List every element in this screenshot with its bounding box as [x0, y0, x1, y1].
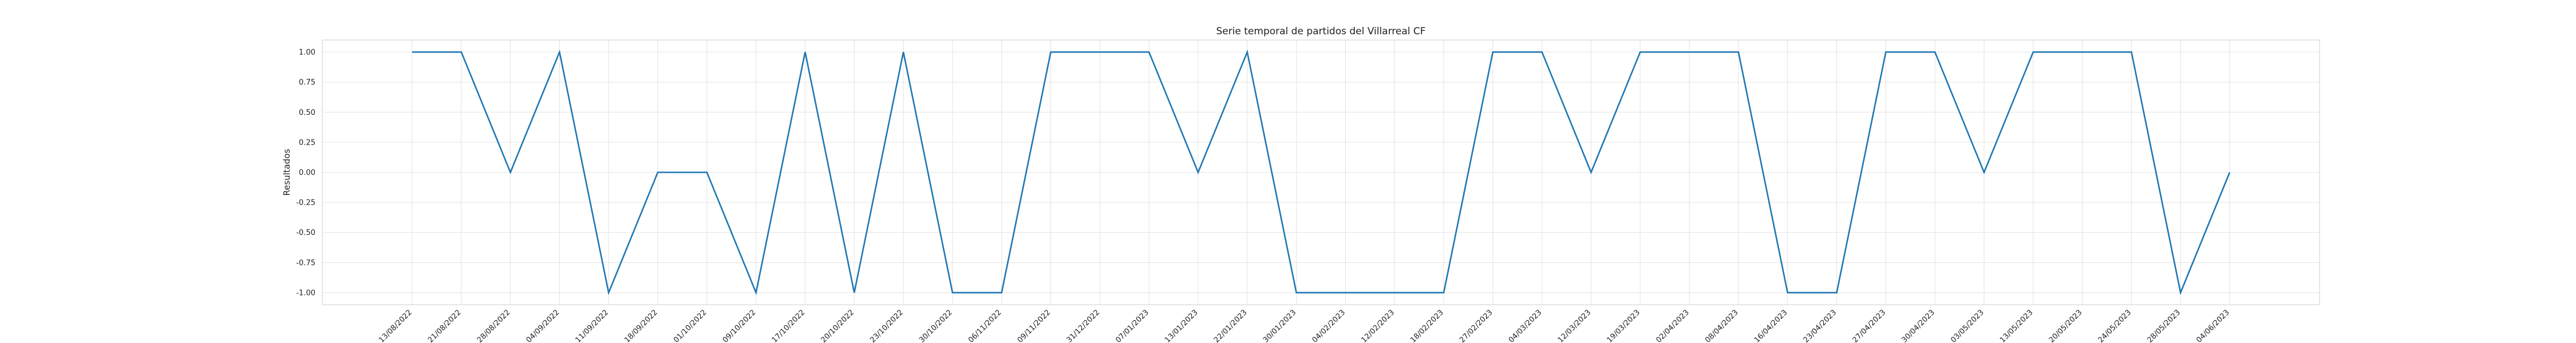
x-tick-label: 19/03/2023 — [1606, 308, 1642, 343]
x-tick-label: 28/08/2022 — [476, 308, 512, 343]
x-tick-label: 13/08/2022 — [377, 308, 414, 343]
x-tick-label: 30/01/2023 — [1262, 308, 1298, 343]
x-tick-label: 07/01/2023 — [1114, 308, 1151, 343]
series-layer — [412, 49, 2231, 296]
x-tick-label: 28/05/2023 — [2146, 308, 2182, 343]
x-tick-label: 30/04/2023 — [1900, 308, 1937, 343]
x-tick-label: 31/12/2022 — [1065, 308, 1102, 343]
x-tick-label: 20/05/2023 — [2048, 308, 2084, 343]
x-tick-label: 09/11/2022 — [1016, 308, 1053, 343]
grid-layer — [322, 40, 2320, 305]
x-tick-label: 04/02/2023 — [1311, 308, 1348, 343]
series-line — [412, 49, 2231, 296]
x-tick-label: 03/05/2023 — [1949, 308, 1986, 343]
x-tick-label: 27/04/2023 — [1851, 308, 1888, 343]
x-tick-label: 12/03/2023 — [1556, 308, 1593, 343]
x-tick-label: 02/04/2023 — [1654, 308, 1691, 343]
x-tick-label: 04/09/2022 — [525, 308, 562, 343]
x-tick-label: 13/05/2023 — [1998, 308, 2035, 343]
chart-title: Serie temporal de partidos del Villarrea… — [1216, 26, 1425, 37]
y-axis-ticks: -1.00 -0.75 -0.50 -0.25 0.00 0.25 0.50 0.75 1.00 — [296, 49, 315, 298]
y-tick-label: -0.25 — [296, 199, 315, 208]
y-axis-title: Resultados — [282, 149, 292, 196]
y-tick-label: 0.75 — [299, 78, 315, 87]
x-tick-label: 17/10/2022 — [771, 308, 807, 343]
y-tick-label: -0.50 — [296, 229, 315, 237]
y-tick-label: 1.00 — [299, 49, 315, 57]
y-tick-label: -1.00 — [296, 289, 315, 297]
x-tick-label: 08/04/2023 — [1704, 308, 1740, 343]
x-tick-label: 18/02/2023 — [1409, 308, 1445, 343]
x-tick-label: 12/02/2023 — [1360, 308, 1396, 343]
x-tick-label: 04/06/2023 — [2195, 308, 2231, 343]
x-tick-label: 20/10/2022 — [820, 308, 856, 343]
x-tick-label: 24/05/2023 — [2097, 308, 2134, 343]
x-tick-label: 27/02/2023 — [1458, 308, 1495, 343]
x-axis-ticks: 13/08/2022 21/08/2022 28/08/2022 04/09/2022… — [377, 308, 2231, 343]
x-tick-label: 23/10/2022 — [868, 308, 905, 343]
x-tick-label: 09/10/2022 — [721, 308, 758, 343]
x-tick-label: 11/09/2022 — [574, 308, 610, 343]
x-tick-label: 01/10/2022 — [672, 308, 709, 343]
plot-area-frame — [322, 39, 2320, 305]
x-tick-label: 16/04/2023 — [1753, 308, 1789, 343]
x-tick-label: 06/11/2022 — [967, 308, 1003, 343]
x-tick-label: 13/01/2023 — [1163, 308, 1200, 343]
y-tick-label: 0.00 — [299, 169, 315, 177]
y-tick-label: 0.50 — [299, 109, 315, 117]
x-tick-label: 23/04/2023 — [1802, 308, 1839, 343]
y-tick-label: 0.25 — [299, 138, 315, 147]
x-tick-label: 21/08/2022 — [426, 308, 463, 343]
x-tick-label: 18/09/2022 — [623, 308, 659, 343]
x-tick-label: 22/01/2023 — [1212, 308, 1249, 343]
x-tick-label: 04/03/2023 — [1507, 308, 1544, 343]
x-tick-label: 30/10/2022 — [918, 308, 954, 343]
y-tick-label: -0.75 — [296, 259, 315, 268]
